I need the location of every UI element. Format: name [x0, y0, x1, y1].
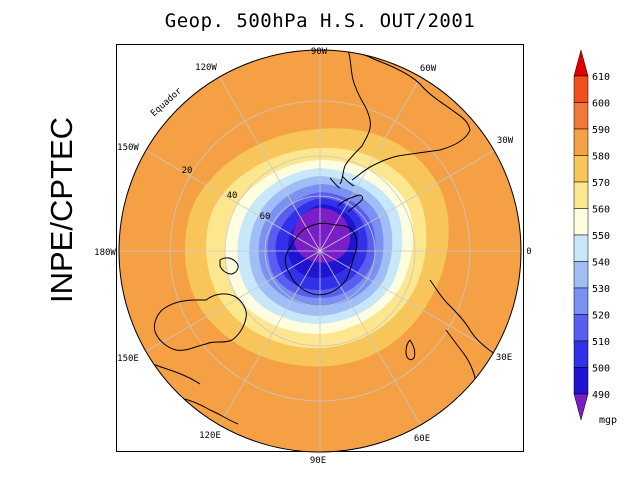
colorbar-segment: [573, 181, 589, 209]
map-outline: [118, 49, 522, 453]
colorbar-level-label: 600: [592, 99, 610, 110]
colorbar-level-label: 570: [592, 178, 610, 189]
coast-antarctica: [284, 222, 358, 296]
longitude-label: 90E: [310, 456, 326, 466]
meridian-line: [319, 76, 421, 252]
latitude-label: 40: [227, 191, 238, 201]
colorbar-segment: [573, 208, 589, 236]
meridian-line: [145, 250, 321, 352]
meridian-line: [145, 150, 321, 252]
colorbar-level-label: 540: [592, 258, 610, 269]
longitude-label: 120E: [199, 431, 221, 441]
longitude-label: 0: [526, 247, 531, 257]
band-below-490: [293, 208, 351, 263]
colorbar-segment: [573, 155, 589, 183]
colorbar-segment: [573, 128, 589, 156]
colorbar-level-label: 500: [592, 364, 610, 375]
colorbar-level-label: 550: [592, 231, 610, 242]
colorbar-level-label: 590: [592, 125, 610, 136]
colorbar-segment: [573, 314, 589, 342]
colorbar-segment: [573, 234, 589, 262]
colorbar-units: mgp: [599, 415, 617, 426]
coast-south-america-east: [347, 50, 471, 181]
colorbar-top-arrow: [573, 49, 589, 77]
colorbar-segment: [573, 340, 589, 368]
latitude-label: 20: [182, 166, 193, 176]
colorbar-level-label: 520: [592, 311, 610, 322]
colorbar-level-label: 490: [592, 390, 610, 401]
coast-antarctic-peninsula: [337, 194, 363, 213]
colorbar-level-label: 580: [592, 152, 610, 163]
colorbar-segment: [573, 287, 589, 315]
colorbar-level-label: 610: [592, 72, 610, 83]
longitude-label: 150W: [117, 143, 139, 153]
coast-australia: [153, 293, 247, 351]
latitude-label: 60: [260, 212, 271, 222]
longitude-label: 60E: [414, 434, 430, 444]
colorbar-segment: [573, 75, 589, 103]
chart-title: Geop. 500hPa H.S. OUT/2001: [164, 10, 476, 32]
coast-madagascar: [405, 339, 416, 361]
colorbar-level-label: 510: [592, 337, 610, 348]
longitude-label: 90W: [311, 47, 328, 57]
colorbar-level-label: 530: [592, 284, 610, 295]
longitude-label: 30E: [496, 353, 512, 363]
colorbar-segment: [573, 261, 589, 289]
meridian-line: [219, 76, 321, 252]
meridian-line: [319, 150, 495, 252]
meridian-line: [319, 250, 421, 426]
coast-new-zealand: [219, 257, 239, 275]
colorbar-level-label: 560: [592, 205, 610, 216]
meridian-line: [319, 250, 495, 352]
colorbar-segment: [573, 102, 589, 130]
longitude-label: 150E: [117, 354, 139, 364]
colorbar-bottom-arrow: [573, 393, 589, 421]
colorbar-segment: [573, 367, 589, 395]
colorbar: 610 600 590 580 570 560 550 540 530 520 510 500 490 m…: [573, 49, 617, 426]
coast-south-america: [339, 50, 371, 185]
coastlines: [131, 50, 517, 425]
coast-southern-islands: [329, 175, 355, 189]
lat-lon-grid: [119, 50, 521, 452]
longitude-label: 30W: [497, 136, 514, 146]
longitude-label: 120W: [195, 63, 217, 73]
longitude-label: 60W: [420, 64, 437, 74]
longitude-label: 180W: [94, 248, 116, 258]
meridian-line: [219, 250, 321, 426]
